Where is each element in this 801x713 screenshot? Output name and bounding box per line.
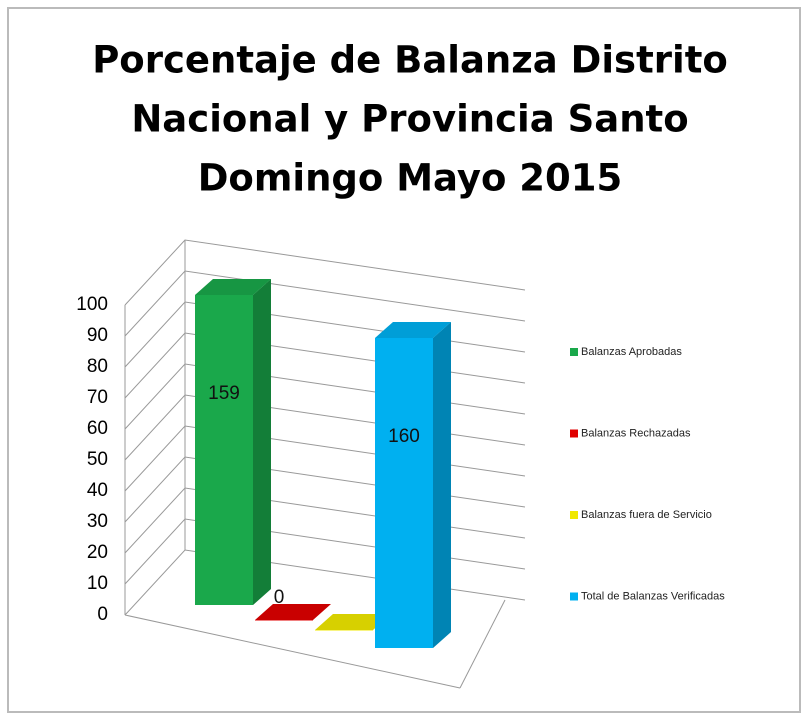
bar-side [433,322,451,648]
y-tick-label: 80 [87,356,108,377]
y-tick-label: 40 [87,480,108,501]
bar [375,322,451,648]
y-tick-label: 90 [87,325,108,346]
y-tick-label: 50 [87,449,108,470]
legend-swatch [570,511,578,519]
y-tick-label: 10 [87,573,108,594]
legend-label: Balanzas Aprobadas [581,346,682,358]
legend-label: Total de Balanzas Verificadas [581,590,725,602]
chart-title: Domingo Mayo 2015 [198,157,623,200]
legend-label: Balanzas Rechazadas [581,427,691,439]
bar-front [315,630,373,631]
bar-top [195,279,271,295]
bar-side-shade [433,322,451,648]
data-label: 0 [274,587,285,608]
bar-top [315,614,391,630]
y-tick-label: 20 [87,542,108,563]
y-tick-label: 100 [76,294,108,315]
data-label: 160 [388,426,420,447]
bar-top-shade [375,322,451,338]
legend-swatch [570,592,578,601]
bar-top [375,322,451,338]
legend-swatch [570,348,578,356]
data-label: 159 [208,383,240,404]
chart-title: Porcentaje de Balanza Distrito [92,39,728,82]
bar-side-shade [253,279,271,605]
legend-swatch [570,429,578,438]
chart-title: Nacional y Provincia Santo [131,98,688,141]
bar-top-shade [195,279,271,295]
y-tick-label: 30 [87,511,108,532]
bar-front [375,338,433,648]
bar-top [255,604,331,620]
bar-side [253,279,271,605]
y-tick-label: 70 [87,387,108,408]
y-tick-label: 60 [87,418,108,439]
axis-line [124,614,461,689]
bar-front [195,295,253,605]
y-tick-label: 0 [97,604,108,625]
bar [315,614,391,631]
grid-line [124,239,526,306]
legend-label: Balanzas fuera de Servicio [581,509,712,521]
grid-line [124,270,526,337]
bar [195,279,271,605]
bar [255,604,331,621]
bar-top-shade [315,614,391,630]
bar-front [255,620,313,621]
bar-top-shade [255,604,331,620]
axis-line [459,599,506,689]
